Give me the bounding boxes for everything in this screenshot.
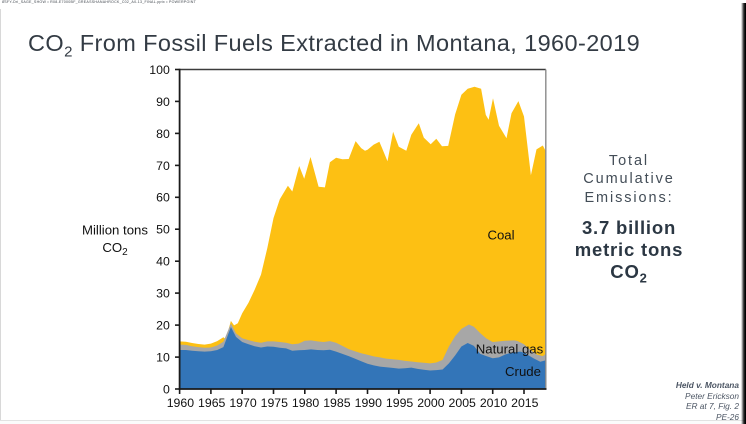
svg-text:10: 10 [156, 351, 170, 365]
svg-text:1985: 1985 [323, 396, 351, 410]
svg-text:1970: 1970 [229, 396, 257, 410]
svg-text:70: 70 [156, 159, 170, 173]
svg-text:1990: 1990 [355, 396, 383, 410]
svg-text:90: 90 [156, 95, 170, 109]
svg-text:2005: 2005 [449, 396, 477, 410]
svg-text:0: 0 [163, 382, 170, 396]
svg-text:50: 50 [156, 223, 170, 237]
svg-text:Million tons: Million tons [82, 223, 148, 238]
svg-text:80: 80 [156, 127, 170, 141]
svg-text:CO2: CO2 [102, 240, 128, 258]
svg-text:20: 20 [156, 319, 170, 333]
svg-text:2000: 2000 [417, 396, 445, 410]
svg-text:Coal: Coal [487, 228, 514, 243]
svg-text:1995: 1995 [386, 396, 414, 410]
svg-text:1965: 1965 [198, 396, 226, 410]
svg-text:Natural gas: Natural gas [476, 342, 544, 357]
svg-text:30: 30 [156, 287, 170, 301]
svg-text:2010: 2010 [480, 396, 508, 410]
svg-text:2015: 2015 [511, 396, 539, 410]
svg-text:60: 60 [156, 191, 170, 205]
svg-text:1980: 1980 [292, 396, 320, 410]
svg-text:1975: 1975 [261, 396, 289, 410]
svg-text:Crude: Crude [505, 364, 541, 379]
svg-text:100: 100 [149, 63, 170, 77]
svg-text:1960: 1960 [167, 396, 195, 410]
svg-text:40: 40 [156, 255, 170, 269]
